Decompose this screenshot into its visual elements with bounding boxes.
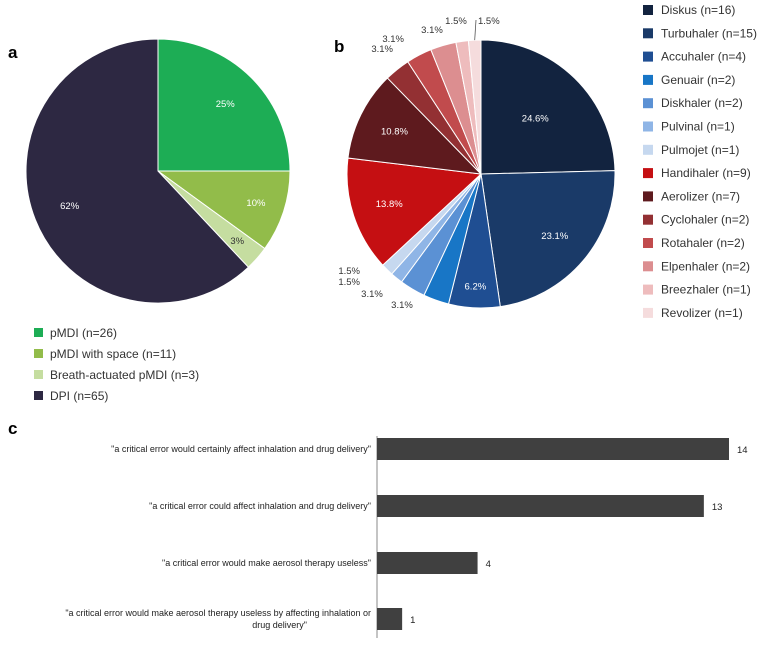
legend-b-swatch-6: [643, 144, 653, 155]
legend-b-swatch-10: [643, 238, 653, 248]
pie-b-pct-label-7: 13.8%: [376, 199, 403, 210]
legend-b-swatch-11: [643, 261, 653, 272]
pie-b-slice-8: [347, 77, 483, 175]
legend-b-label-4: Diskhaler (n=2): [661, 96, 743, 110]
pie-b-slice-1: [480, 170, 616, 308]
legend-b-swatch-0: [643, 5, 653, 15]
pie-b-slice-7: [346, 157, 483, 266]
legend-a-label-1: pMDI with space (n=11): [50, 347, 176, 361]
panel-b-letter: b: [334, 37, 344, 56]
bar-c-bar-2: [377, 552, 478, 574]
pie-a-pct-label-0: 25%: [216, 99, 236, 110]
bar-c-value-1: 13: [712, 502, 723, 513]
panel-c-letter: c: [8, 419, 17, 438]
legend-b-label-5: Pulvinal (n=1): [661, 120, 735, 134]
legend-b-label-7: Handihaler (n=9): [661, 166, 751, 180]
legend-b-label-0: Diskus (n=16): [661, 3, 735, 17]
bar-c-category-line-2: drug delivery": [252, 620, 307, 630]
legend-a-swatch-3: [34, 391, 43, 400]
pie-chart-b: 24.6%23.1%6.2%3.1%3.1%1.5%1.5%13.8%10.8%…: [338, 16, 616, 311]
legend-a-label-0: pMDI (n=26): [50, 326, 117, 340]
pie-a-pct-label-2: 3%: [230, 236, 244, 247]
bar-c-value-2: 4: [486, 559, 491, 570]
legend-a-label-3: DPI (n=65): [50, 389, 108, 403]
bar-c-value-0: 14: [737, 445, 748, 456]
panel-a-letter: a: [8, 43, 18, 62]
pie-b-pct-label-6: 1.5%: [338, 266, 360, 277]
legend-b-label-6: Pulmojet (n=1): [661, 143, 739, 157]
bar-c-category-1: "a critical error could affect inhalatio…: [149, 501, 371, 511]
pie-b-leader-13: [474, 19, 477, 41]
bar-chart-c: 14"a critical error would certainly affe…: [65, 436, 748, 638]
pie-b-pct-label-13: 1.5%: [478, 16, 500, 27]
pie-b-slice-0: [480, 39, 616, 175]
pie-b-slice-13: [467, 39, 482, 175]
pie-b-pct-label-4: 3.1%: [361, 289, 383, 300]
pie-b-pct-label-11: 3.1%: [421, 25, 443, 36]
legend-b-label-11: Elpenhaler (n=2): [661, 259, 750, 273]
pie-b-pct-label-12: 1.5%: [445, 16, 467, 27]
pie-b-pct-label-2: 6.2%: [465, 281, 487, 292]
bar-c-value-3: 1: [410, 615, 415, 626]
pie-b-pct-label-10: 3.1%: [382, 34, 404, 45]
legend-b-swatch-3: [643, 74, 653, 85]
bar-c-category-2: "a critical error would make aerosol the…: [162, 558, 371, 568]
bar-c-category-3: "a critical error would make aerosol the…: [65, 608, 371, 630]
legend-b-label-9: Cyclohaler (n=2): [661, 213, 749, 227]
legend-a: pMDI (n=26) pMDI with space (n=11) Breath-…: [34, 326, 199, 403]
legend-a-swatch-1: [34, 349, 43, 358]
pie-b-pct-label-8: 10.8%: [381, 126, 408, 137]
legend-b-label-2: Accuhaler (n=4): [661, 50, 746, 64]
pie-a-slice-1: [156, 170, 291, 250]
legend-b-label-12: Breezhaler (n=1): [661, 283, 751, 297]
pie-b-pct-label-1: 23.1%: [541, 231, 568, 242]
pie-a-slice-0: [157, 38, 291, 172]
legend-a-swatch-2: [34, 370, 43, 379]
pie-a-pct-label-3: 62%: [60, 201, 80, 212]
pie-b-pct-label-5: 1.5%: [338, 277, 360, 288]
pie-b-pct-label-0: 24.6%: [522, 113, 549, 124]
pie-chart-a: 25% 10% 3% 62%: [25, 38, 291, 304]
bar-c-category-line-1: "a critical error would make aerosol the…: [65, 608, 371, 618]
legend-b-swatch-8: [643, 191, 653, 202]
legend-b-swatch-13: [643, 307, 653, 318]
legend-b-swatch-4: [643, 98, 653, 109]
bar-c-bar-0: [377, 438, 729, 460]
pie-a-pct-label-1: 10%: [246, 198, 266, 209]
pie-b-pct-label-3: 3.1%: [391, 300, 413, 311]
legend-b-swatch-2: [643, 51, 653, 62]
pie-a-slice-3: [25, 38, 250, 304]
legend-b-swatch-12: [643, 284, 653, 295]
legend-b: Diskus (n=16) Turbuhaler (n=15) Accuhaler …: [643, 3, 757, 320]
legend-a-label-2: Breath-actuated pMDI (n=3): [50, 368, 199, 382]
legend-b-swatch-5: [643, 121, 653, 132]
bar-c-bar-3: [377, 608, 403, 630]
legend-b-label-13: Revolizer (n=1): [661, 306, 743, 320]
legend-a-swatch-0: [34, 328, 43, 337]
legend-b-label-3: Genuair (n=2): [661, 73, 735, 87]
legend-b-swatch-7: [643, 168, 653, 179]
legend-b-swatch-1: [643, 28, 653, 39]
legend-b-label-8: Aerolizer (n=7): [661, 189, 740, 203]
legend-b-label-1: Turbuhaler (n=15): [661, 26, 757, 40]
legend-b-label-10: Rotahaler (n=2): [661, 236, 745, 250]
pie-b-pct-label-9: 3.1%: [371, 44, 393, 55]
legend-b-swatch-9: [643, 214, 653, 225]
bar-c-bar-1: [377, 495, 704, 517]
bar-c-category-0: "a critical error would certainly affect…: [111, 444, 371, 454]
